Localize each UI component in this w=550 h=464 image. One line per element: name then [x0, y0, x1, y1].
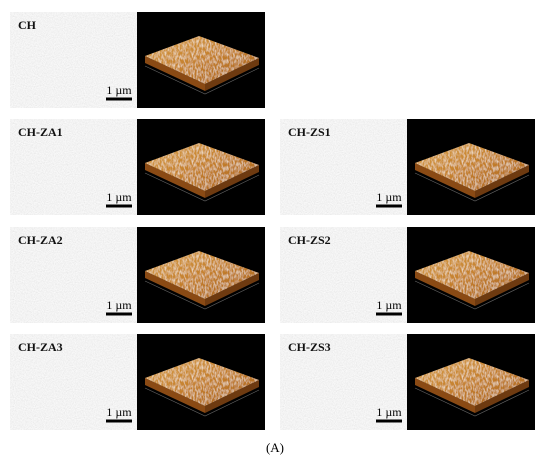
panel-label: CH-ZS1 — [288, 125, 331, 139]
afm-side — [415, 271, 475, 306]
panel-label: CH-ZA1 — [18, 125, 63, 139]
panel-label: CH-ZS2 — [288, 233, 331, 247]
afm-side — [145, 163, 205, 198]
panel: CH-ZS2 1 µm — [280, 227, 535, 323]
caption: (A) — [266, 440, 284, 455]
afm-side — [415, 163, 475, 198]
panel-label: CH-ZS3 — [288, 340, 331, 354]
panel: CH-ZS1 1 µm — [280, 119, 535, 215]
afm-image — [407, 227, 535, 323]
afm-surface — [415, 143, 529, 191]
afm-axis — [144, 172, 260, 202]
afm-side — [205, 165, 259, 198]
afm-axis — [414, 172, 530, 202]
afm-surface — [145, 358, 259, 406]
sem-image — [280, 334, 407, 430]
sem-image — [10, 119, 137, 215]
afm-axis — [414, 387, 530, 417]
afm-side — [205, 58, 259, 91]
afm-image — [137, 119, 265, 215]
afm-side — [145, 56, 205, 91]
afm-side — [475, 380, 529, 413]
afm-image — [137, 12, 265, 108]
afm-image — [407, 334, 535, 430]
scale-label: 1 µm — [376, 298, 402, 312]
scale-label: 1 µm — [376, 405, 402, 419]
afm-surface — [145, 251, 259, 299]
afm-surface — [415, 251, 529, 299]
scale-label: 1 µm — [376, 190, 402, 204]
afm-axis — [414, 280, 530, 310]
afm-side — [205, 380, 259, 413]
afm-image — [137, 227, 265, 323]
afm-surface — [145, 36, 259, 84]
panel: CH-ZS3 1 µm — [280, 334, 535, 430]
scale-label: 1 µm — [106, 83, 132, 97]
panel: CH-ZA2 1 µm — [10, 227, 265, 323]
sem-image — [10, 12, 137, 108]
afm-image — [137, 334, 265, 430]
afm-side — [145, 378, 205, 413]
scale-label: 1 µm — [106, 298, 132, 312]
panel-label: CH-ZA3 — [18, 340, 63, 354]
sem-image — [10, 334, 137, 430]
afm-side — [145, 271, 205, 306]
afm-side — [205, 273, 259, 306]
sem-image — [280, 227, 407, 323]
afm-axis — [144, 387, 260, 417]
afm-axis — [144, 65, 260, 95]
sem-image — [10, 227, 137, 323]
afm-image — [407, 119, 535, 215]
afm-side — [415, 378, 475, 413]
sem-image — [280, 119, 407, 215]
scale-label: 1 µm — [106, 190, 132, 204]
panel: CH-ZA1 1 µm — [10, 119, 265, 215]
afm-surface — [145, 143, 259, 191]
afm-axis — [144, 280, 260, 310]
afm-side — [475, 273, 529, 306]
afm-surface — [415, 358, 529, 406]
scale-label: 1 µm — [106, 405, 132, 419]
afm-side — [475, 165, 529, 198]
panel-label: CH — [18, 18, 37, 32]
panel: CH-ZA3 1 µm — [10, 334, 265, 430]
panel: CH 1 µm — [10, 12, 265, 108]
panel-label: CH-ZA2 — [18, 233, 63, 247]
